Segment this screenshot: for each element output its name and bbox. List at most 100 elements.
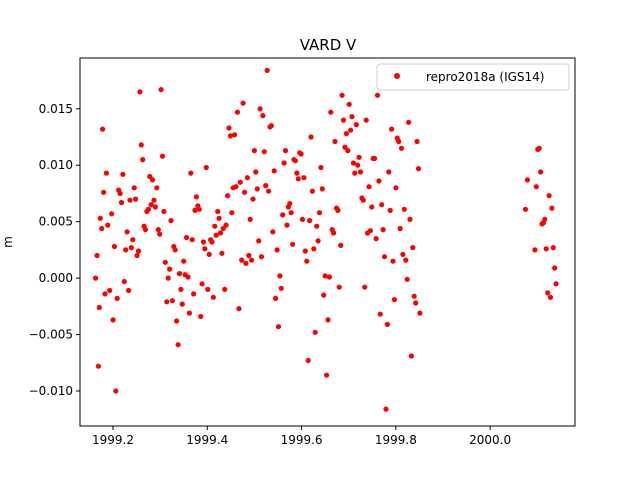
data-point [251,148,257,154]
data-point [152,204,158,210]
data-point [124,229,130,235]
data-point [348,127,354,133]
data-point [273,295,279,301]
data-point [298,151,304,157]
data-point [280,212,286,218]
data-point [216,215,222,221]
data-point [105,222,111,228]
data-point [274,247,280,253]
plot-frame [79,57,576,427]
data-point [110,317,116,323]
data-point [181,258,187,264]
data-point [315,238,321,244]
data-point [244,175,250,181]
data-point [151,197,157,203]
data-point [278,285,284,291]
data-point [326,274,332,280]
data-point [345,148,351,154]
data-point [264,67,270,73]
data-point [205,286,211,292]
data-point [236,306,242,312]
data-point [311,246,317,252]
data-point [123,247,129,253]
data-point [316,210,323,216]
data-point [367,228,373,234]
data-point [318,164,324,171]
data-point [268,123,274,129]
legend-label: repro2018a (IGS14) [426,70,544,84]
x-tick-label: 2000.0 [469,433,511,447]
data-point [309,188,315,194]
y-axis-label: m [1,236,15,248]
y-tick-label: −0.010 [29,384,73,398]
data-point [253,169,259,175]
data-point [174,318,180,324]
data-point [256,238,262,244]
data-point [135,248,142,254]
data-point [545,290,551,296]
data-point [319,186,325,192]
data-point [362,284,368,290]
data-point [99,225,105,232]
data-point [191,291,197,297]
data-point [189,237,195,243]
data-point [159,153,166,159]
data-point [391,297,397,303]
data-point [355,162,361,168]
data-point [209,239,215,245]
data-point [386,169,392,175]
y-axis: −0.010 −0.005 0.000 0.005 0.010 0.015 [29,102,80,398]
data-point [100,126,106,132]
data-point [307,218,313,224]
data-point [312,329,318,335]
data-point [113,388,119,394]
data-point [328,109,334,115]
data-point [398,145,405,151]
data-point [380,227,386,233]
data-point [120,171,126,177]
data-point [302,248,308,254]
data-point [314,223,320,229]
data-point [270,229,276,235]
data-point [202,246,208,252]
data-point [96,304,102,311]
data-point [308,134,314,140]
data-point [338,242,344,248]
data-point [179,301,185,307]
data-point [363,117,369,123]
data-point [254,186,260,192]
data-point [387,207,393,213]
data-point [366,184,372,190]
data-point [552,265,558,271]
data-point [549,205,555,211]
data-point [227,133,233,139]
data-point [212,223,218,229]
data-point [263,183,269,189]
data-point [536,145,542,151]
data-point [350,160,356,166]
data-point [397,225,403,232]
data-point [103,170,109,176]
data-point [305,357,311,364]
data-point [140,157,146,163]
data-point [130,237,136,243]
data-point [240,100,246,106]
data-point [414,138,420,145]
data-point [128,245,134,251]
data-point [282,148,289,154]
data-point [271,168,277,174]
data-point [292,158,298,164]
data-point [243,260,249,266]
data-point [331,230,337,236]
data-point [294,170,300,176]
data-point [413,300,419,306]
data-point [186,310,192,316]
data-point [226,125,232,131]
data-point [288,210,294,216]
data-point [172,247,178,253]
data-point [239,257,245,263]
data-point [154,185,160,191]
data-point [137,89,143,95]
data-point [524,177,531,183]
